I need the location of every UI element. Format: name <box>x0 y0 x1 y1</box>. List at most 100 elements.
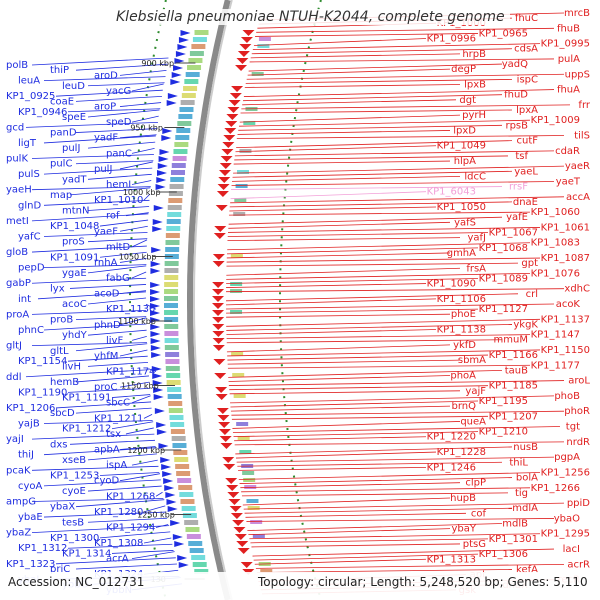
cog-color-block <box>230 289 243 293</box>
forward-leader-line <box>87 109 160 118</box>
cog-color-block <box>177 121 192 126</box>
forward-gene-label: ygaE <box>62 268 87 279</box>
reverse-leader-line <box>226 324 513 331</box>
cog-color-block <box>251 72 264 76</box>
reverse-gene-arrow <box>239 44 252 50</box>
tick-label: 1050 kbp <box>119 253 157 262</box>
cog-color-block <box>173 450 188 455</box>
reverse-gene-label: tauB <box>505 365 528 376</box>
tick-label: 1250 kbp <box>137 511 175 520</box>
cog-color-block <box>234 198 247 202</box>
forward-leader-line <box>43 135 156 144</box>
forward-gene-arrow <box>152 380 163 386</box>
reverse-gene-label: KP1_1127 <box>479 304 528 315</box>
reverse-leader-line <box>226 283 427 288</box>
reverse-leader-line <box>241 492 509 497</box>
forward-leader-line <box>111 550 174 554</box>
cog-color-block <box>173 149 188 154</box>
forward-gene-label: KP1_0925 <box>6 91 55 102</box>
cog-color-block <box>168 191 183 196</box>
reverse-leader-line <box>227 359 461 365</box>
reverse-gene-label: queA <box>460 416 486 427</box>
reverse-gene-label: KP1_1076 <box>531 268 580 279</box>
cog-color-block <box>191 555 206 560</box>
reverse-gene-label: KP1_1068 <box>479 243 528 254</box>
forward-leader-line <box>75 95 162 102</box>
reverse-leader-line <box>238 124 503 131</box>
reverse-gene-label: phoR <box>564 406 590 417</box>
reverse-gene-arrow <box>227 492 240 498</box>
cog-color-block <box>260 569 273 573</box>
forward-gene-label: xseB <box>62 455 86 466</box>
reverse-gene-arrow <box>226 114 239 120</box>
reverse-gene-label: lpxB <box>464 79 486 90</box>
reverse-leader-line <box>236 135 565 139</box>
forward-gene-label: KP1_1191 <box>62 393 111 404</box>
reverse-gene-label: mdlB <box>502 519 528 530</box>
forward-leader-line <box>87 517 168 523</box>
reverse-leader-line <box>227 364 531 369</box>
reverse-gene-label: rrsF <box>509 182 528 193</box>
reverse-leader-line <box>247 68 451 76</box>
forward-leader-line <box>43 479 161 487</box>
cog-color-block <box>166 219 181 224</box>
forward-leader-line <box>119 446 156 450</box>
accession-label: Accession: NC_012731 <box>8 575 145 589</box>
reverse-gene-arrow <box>225 121 238 127</box>
reverse-leader-line <box>231 186 503 190</box>
reverse-gene-arrow <box>220 156 233 162</box>
cog-color-block <box>164 275 179 280</box>
cog-color-block <box>170 429 185 434</box>
reverse-gene-arrow <box>237 548 250 554</box>
reverse-gene-label: yaeL <box>514 166 538 177</box>
forward-gene-label: phnD <box>94 320 121 331</box>
forward-leader-line <box>131 239 148 248</box>
reverse-leader-line <box>226 334 531 340</box>
reverse-leader-line <box>235 446 513 455</box>
reverse-gene-arrow <box>212 254 225 260</box>
forward-leader-line <box>99 251 147 258</box>
reverse-leader-line <box>230 405 451 412</box>
reverse-gene-arrow <box>212 345 225 351</box>
forward-leader-line <box>43 323 147 331</box>
cog-color-block <box>182 513 197 518</box>
forward-gene-label: acrA <box>106 554 129 565</box>
reverse-leader-line <box>237 130 451 135</box>
reverse-gene-label: hrpB <box>462 49 486 60</box>
forward-leader-line <box>119 317 147 326</box>
reverse-leader-line <box>233 165 565 174</box>
cog-color-block <box>174 457 189 462</box>
cog-color-block <box>180 100 195 105</box>
forward-leader-line <box>131 147 155 154</box>
reverse-gene-arrow <box>212 289 225 295</box>
reverse-gene-label: KP1_1295 <box>541 529 590 540</box>
reverse-gene-arrow <box>218 422 231 428</box>
reverse-leader-line <box>226 262 519 267</box>
forward-gene-arrow <box>172 534 183 540</box>
reverse-gene-label: KP1_1147 <box>531 330 580 341</box>
forward-gene-label: sbcD <box>50 408 75 419</box>
reverse-gene-label: KP1_1246 <box>427 462 476 473</box>
forward-leader-line <box>99 472 160 476</box>
reverse-leader-line <box>234 441 565 446</box>
reverse-leader-line <box>238 119 531 127</box>
reverse-gene-arrow <box>219 436 232 442</box>
forward-gene-label: ddl <box>6 372 21 383</box>
forward-gene-label: apbA <box>94 445 120 456</box>
forward-leader-line <box>31 57 169 66</box>
forward-gene-arrow <box>180 30 191 36</box>
reverse-gene-label: KP1_1106 <box>437 294 486 305</box>
forward-leader-line <box>131 83 164 92</box>
cog-color-block <box>189 548 204 553</box>
reverse-leader-line <box>234 436 427 442</box>
reverse-leader-line <box>241 104 571 110</box>
cog-color-block <box>230 254 243 258</box>
reverse-leader-line <box>235 145 437 153</box>
reverse-leader-line <box>226 313 451 318</box>
reverse-gene-label: sbmA <box>458 355 486 366</box>
cog-color-block <box>164 289 179 294</box>
forward-gene-label: KP1_1280 <box>94 507 143 518</box>
reverse-gene-label: KP1_0996 <box>427 34 476 45</box>
forward-gene-label: KP1_0946 <box>18 107 67 118</box>
reverse-gene-label: cutF <box>516 136 538 147</box>
